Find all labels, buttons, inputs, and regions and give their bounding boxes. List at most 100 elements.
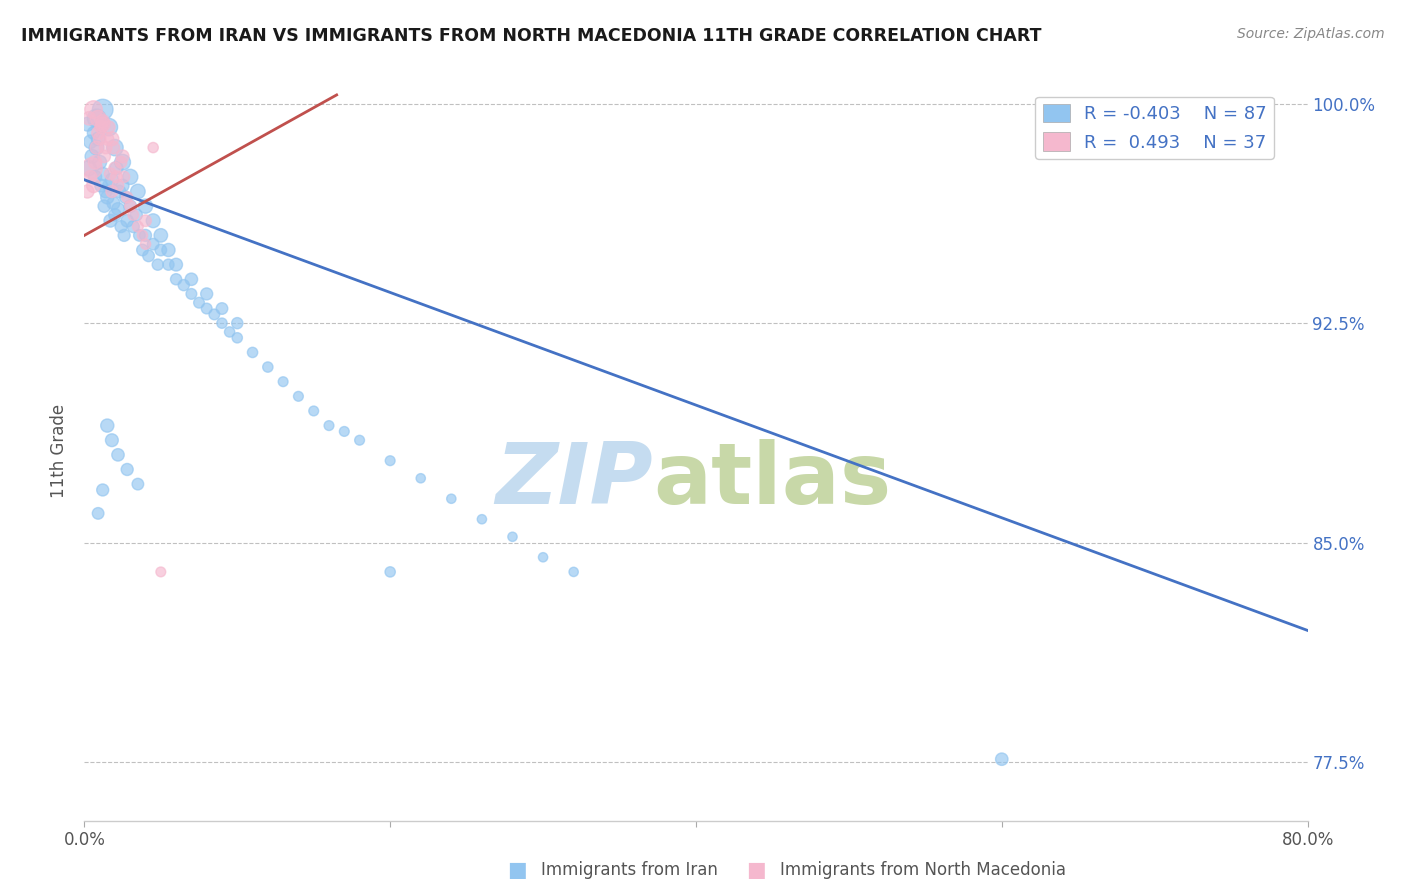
Point	[135, 213, 157, 227]
Point	[333, 425, 356, 439]
Point	[562, 565, 585, 579]
Point	[142, 237, 165, 252]
Point	[157, 258, 180, 272]
Point	[91, 167, 114, 181]
Point	[96, 190, 118, 204]
Point	[149, 243, 172, 257]
Point	[125, 208, 148, 222]
Point	[86, 112, 108, 126]
Point	[195, 301, 218, 316]
Point	[440, 491, 463, 506]
Point	[502, 530, 524, 544]
Point	[101, 132, 124, 146]
Point	[131, 228, 153, 243]
Point	[97, 120, 120, 134]
Point	[211, 301, 233, 316]
Point	[149, 565, 172, 579]
Point	[77, 112, 100, 126]
Point	[87, 112, 110, 126]
Point	[115, 462, 138, 476]
Point	[96, 418, 118, 433]
Point	[111, 155, 134, 169]
Point	[242, 345, 264, 359]
Point	[135, 199, 157, 213]
Point	[90, 178, 112, 193]
Point	[110, 155, 132, 169]
Point	[138, 249, 160, 263]
Point	[93, 199, 115, 213]
Point	[94, 185, 117, 199]
Point	[111, 178, 134, 193]
Y-axis label: 11th Grade: 11th Grade	[51, 403, 69, 498]
Point	[127, 477, 149, 491]
Point	[114, 190, 136, 204]
Point	[157, 243, 180, 257]
Point	[90, 120, 112, 134]
Point	[127, 185, 149, 199]
Point	[91, 114, 114, 128]
Point	[149, 228, 172, 243]
Point	[103, 196, 125, 211]
Point	[87, 132, 110, 146]
Point	[257, 360, 280, 375]
Point	[122, 208, 145, 222]
Point	[128, 228, 150, 243]
Point	[302, 404, 325, 418]
Point	[107, 202, 129, 216]
Point	[135, 237, 157, 252]
Point	[94, 140, 117, 154]
Text: Immigrants from North Macedonia: Immigrants from North Macedonia	[780, 861, 1066, 879]
Point	[80, 161, 103, 175]
Point	[105, 161, 128, 175]
Point	[287, 389, 309, 403]
Point	[120, 169, 142, 184]
Point	[101, 434, 124, 448]
Point	[991, 752, 1014, 766]
Legend: R = -0.403    N = 87, R =  0.493    N = 37: R = -0.403 N = 87, R = 0.493 N = 37	[1035, 96, 1274, 159]
Point	[83, 178, 105, 193]
Point	[349, 434, 371, 448]
Point	[86, 140, 108, 154]
Point	[142, 213, 165, 227]
Point	[226, 316, 249, 330]
Point	[112, 169, 135, 184]
Point	[380, 453, 402, 467]
Point	[104, 140, 127, 154]
Point	[180, 272, 202, 286]
Point	[226, 331, 249, 345]
Point	[76, 117, 98, 131]
Point	[202, 307, 225, 321]
Point	[115, 213, 138, 227]
Point	[165, 258, 187, 272]
Text: ■: ■	[747, 860, 766, 880]
Point	[380, 565, 402, 579]
Point	[91, 117, 114, 131]
Point	[80, 149, 103, 163]
Point	[84, 155, 107, 169]
Point	[83, 126, 105, 140]
Point	[84, 169, 107, 184]
Text: Immigrants from Iran: Immigrants from Iran	[541, 861, 718, 879]
Point	[110, 219, 132, 234]
Point	[131, 243, 153, 257]
Point	[107, 448, 129, 462]
Point	[89, 132, 111, 146]
Text: ZIP: ZIP	[495, 439, 654, 522]
Point	[97, 120, 120, 134]
Point	[120, 199, 142, 213]
Point	[271, 375, 294, 389]
Text: Source: ZipAtlas.com: Source: ZipAtlas.com	[1237, 27, 1385, 41]
Point	[79, 169, 101, 184]
Point	[76, 185, 98, 199]
Text: ■: ■	[508, 860, 527, 880]
Point	[89, 155, 111, 169]
Point	[142, 140, 165, 154]
Point	[101, 185, 124, 199]
Point	[120, 199, 142, 213]
Text: atlas: atlas	[654, 439, 891, 522]
Point	[108, 185, 131, 199]
Point	[409, 471, 432, 485]
Point	[77, 161, 100, 175]
Point	[79, 135, 101, 149]
Point	[86, 140, 108, 154]
